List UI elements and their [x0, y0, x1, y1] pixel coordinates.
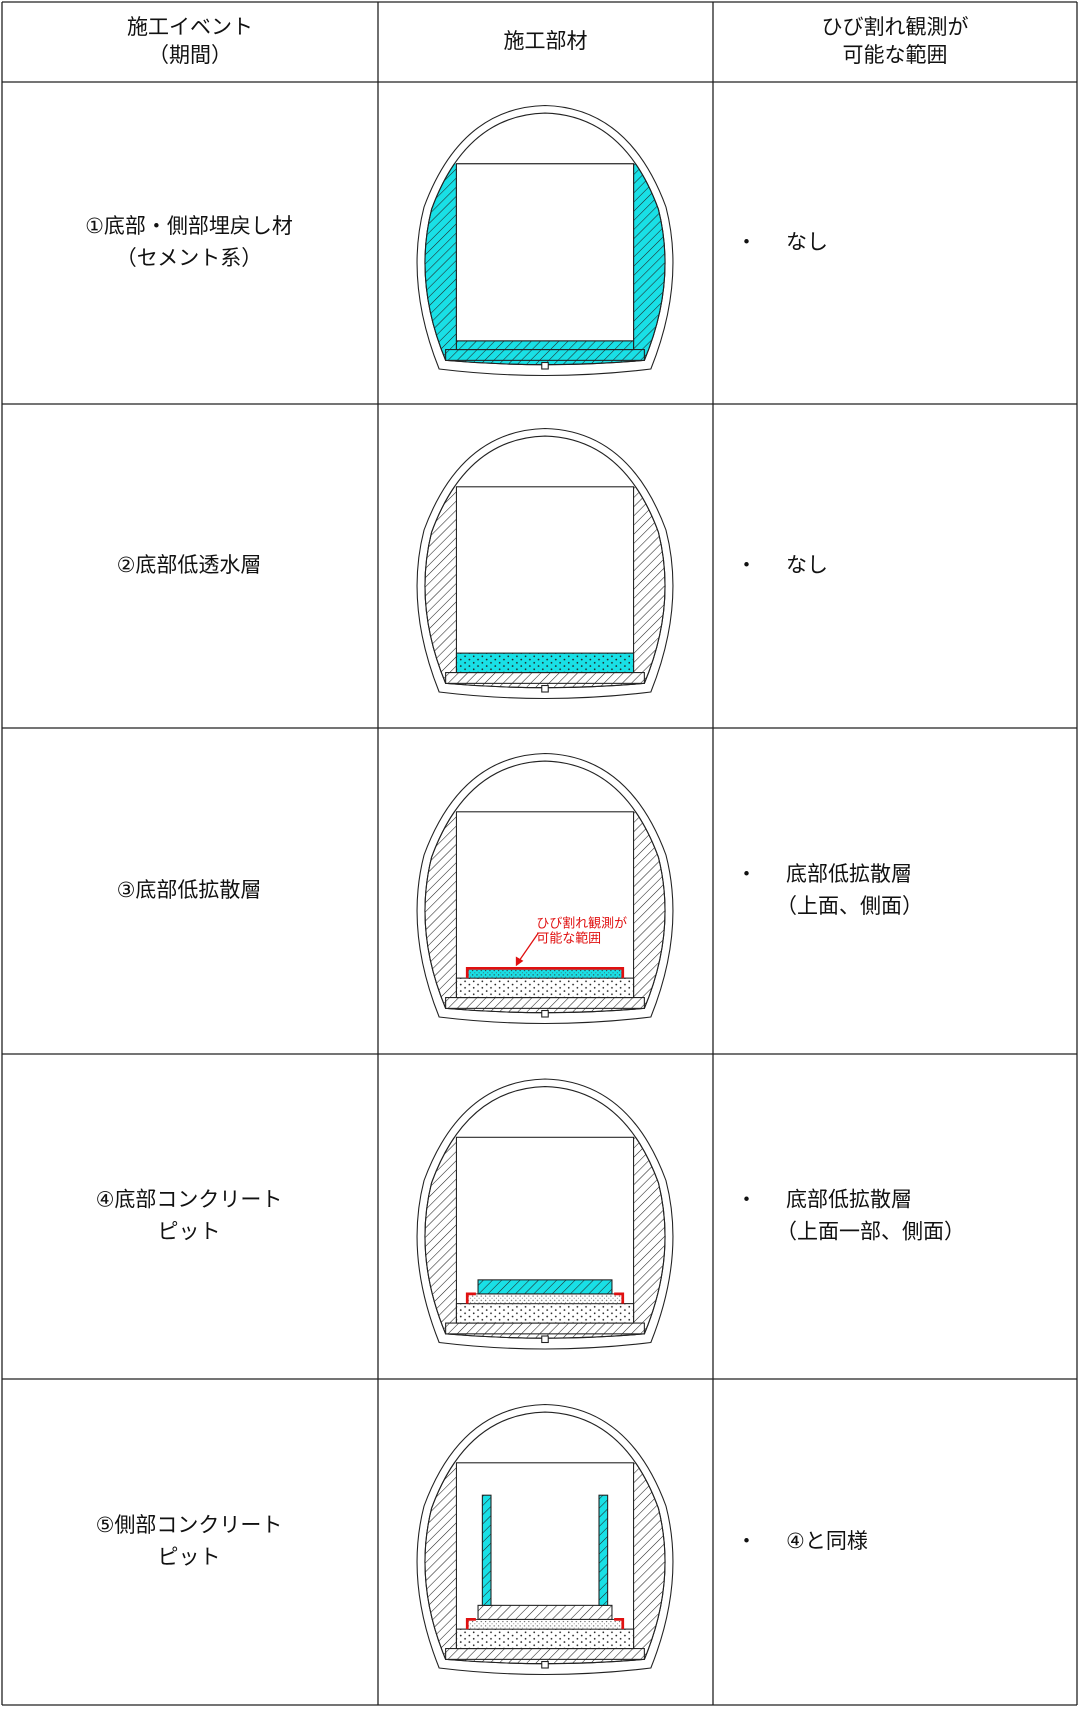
tunnel-diagram — [416, 1403, 674, 1675]
bullet: ・ — [736, 1188, 757, 1212]
interior — [455, 163, 635, 342]
bullet: ・ — [736, 1529, 757, 1553]
floor — [445, 997, 645, 1009]
range-text: なし — [786, 553, 828, 577]
floor — [445, 672, 645, 684]
drain — [541, 361, 549, 370]
tunnel-diagram — [416, 1078, 674, 1350]
event-text: ピット — [158, 1220, 221, 1244]
header-text: 施工イベント — [127, 15, 253, 39]
annotation-arrowhead — [515, 956, 524, 967]
interior — [455, 811, 635, 999]
event-text: ⑤側部コンクリート — [96, 1513, 283, 1537]
tunnel-inner — [424, 1411, 666, 1665]
event-text: ①底部・側部埋戻し材 — [85, 214, 293, 238]
crack-range — [465, 967, 625, 979]
side-pit — [598, 1494, 609, 1606]
annotation-text: 可能な範囲 — [536, 931, 601, 946]
tunnel-diagram — [416, 427, 674, 699]
header-text: 施工部材 — [504, 29, 588, 53]
bullet: ・ — [736, 230, 757, 254]
tunnel-inner — [424, 1085, 666, 1339]
crack-range — [465, 1292, 625, 1304]
tunnel-inner — [424, 760, 666, 1014]
drain — [541, 684, 549, 693]
low-diffusion-layer — [466, 967, 624, 979]
range-text: 底部低拡散層 — [786, 862, 912, 886]
crack-range — [465, 1618, 625, 1630]
drain — [541, 1335, 549, 1344]
range-text: ④と同様 — [786, 1529, 868, 1553]
bottom-pit — [477, 1279, 613, 1295]
tunnel-inner — [424, 435, 666, 689]
range-text: （上面一部、側面） — [776, 1220, 965, 1244]
low-permeability-layer — [455, 1628, 635, 1650]
event-text: ピット — [158, 1545, 221, 1569]
annotation-text: ひび割れ観測が — [536, 915, 627, 931]
floor — [445, 1322, 645, 1335]
bullet: ・ — [736, 862, 757, 886]
header-text: （期間） — [148, 43, 232, 67]
bottom-pit — [477, 1604, 613, 1620]
annotation-arrow — [518, 932, 540, 962]
header-text: 可能な範囲 — [843, 43, 948, 67]
bullet: ・ — [736, 553, 757, 577]
range-text: （上面、側面） — [776, 894, 923, 918]
interior — [455, 486, 635, 674]
floor — [445, 349, 645, 361]
drain — [541, 1009, 549, 1018]
low-permeability-layer — [455, 652, 635, 674]
tunnel-diagram — [416, 104, 674, 376]
range-text: なし — [786, 230, 828, 254]
range-text: 底部低拡散層 — [786, 1188, 912, 1212]
event-text: （セメント系） — [116, 246, 263, 270]
header-text: ひび割れ観測が — [822, 15, 969, 39]
drain — [541, 1660, 549, 1669]
event-text: ④底部コンクリート — [96, 1188, 283, 1212]
event-text: ②底部低透水層 — [117, 553, 262, 577]
floor — [445, 1648, 645, 1660]
low-permeability-layer — [455, 977, 635, 999]
low-diffusion-layer — [466, 1293, 624, 1305]
side-pit — [481, 1494, 492, 1606]
event-text: ③底部低拡散層 — [117, 878, 262, 902]
low-diffusion-layer — [466, 1618, 624, 1630]
tunnel-inner — [424, 112, 666, 366]
low-permeability-layer — [455, 1303, 635, 1324]
floor-fill — [455, 340, 635, 351]
